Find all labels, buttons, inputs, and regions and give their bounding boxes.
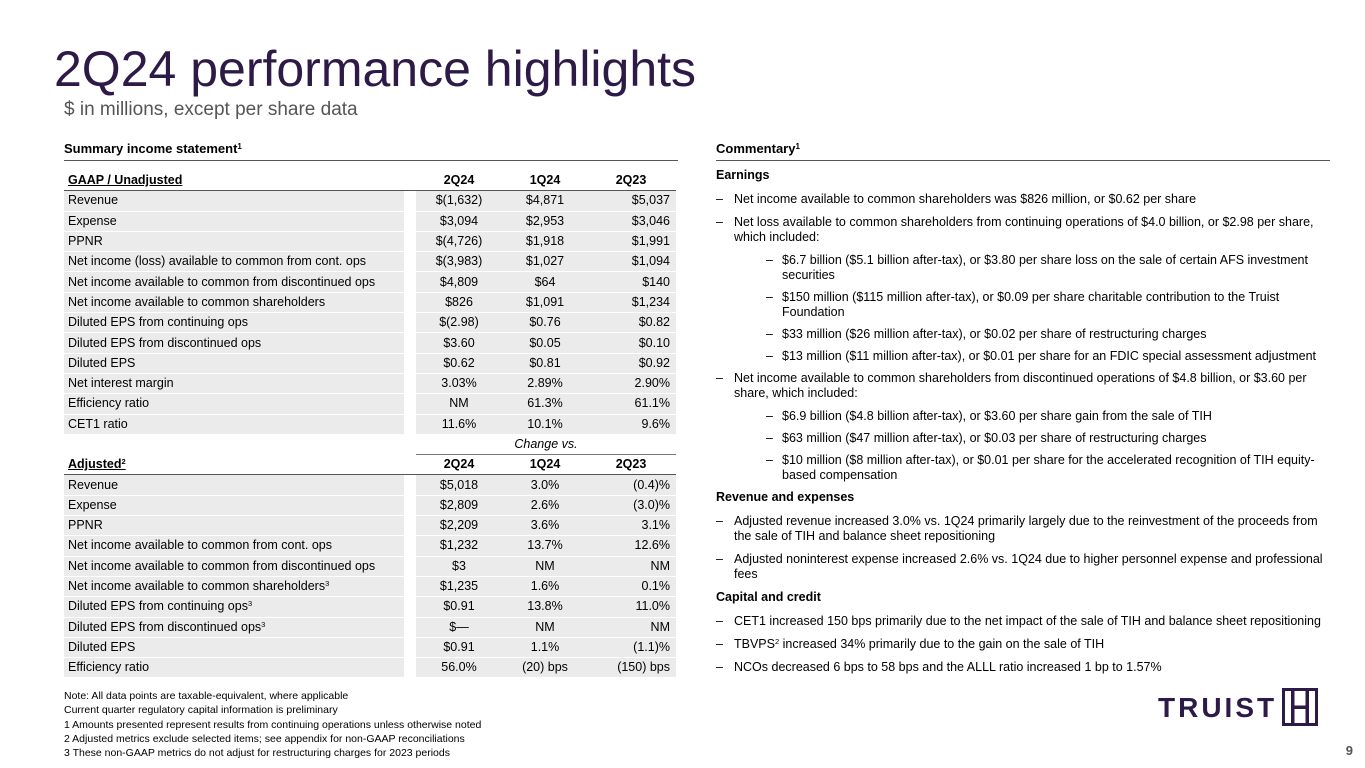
table-row: PPNR $(4,726) $1,918 $1,991 <box>64 231 676 253</box>
gaap-header-label: GAAP / Unadjusted <box>64 171 404 192</box>
table-row: Diluted EPS from discontinued ops3 $— NM NM <box>64 617 676 638</box>
table-row: Revenue $5,018 3.0% (0.4)% <box>64 474 676 496</box>
bullet: – Net income available to common sharehol… <box>716 371 1307 400</box>
sub-bullet: – $6.9 billion ($4.8 billion after-tax), … <box>766 409 1212 423</box>
footnote: 2 Adjusted metrics exclude selected item… <box>64 732 465 745</box>
earnings-heading: Earnings <box>716 168 770 182</box>
col-header-2q24: 2Q24 <box>416 171 502 192</box>
table-row: Efficiency ratio NM 61.3% 61.1% <box>64 393 676 415</box>
bullet: – Net loss available to common shareholde… <box>716 215 1314 244</box>
page-number: 9 <box>1345 743 1353 758</box>
table-row: Net income available to common from disc… <box>64 271 676 293</box>
logo-wordmark: TRUIST <box>1158 692 1278 723</box>
table-row: Net income available to common from disc… <box>64 556 676 577</box>
bullet: – Net income available to common sharehol… <box>716 192 1197 206</box>
footnote: 1 Amounts presented represent results fr… <box>64 718 482 731</box>
summary-income-table: GAAP / Unadjusted 2Q24 1Q24 2Q23 Revenue… <box>64 171 676 679</box>
table-row: Net income available to common sharehold… <box>64 576 676 598</box>
bullet: – TBVPS2 increased 34% primarily due to t… <box>716 637 1105 651</box>
footnotes: Note: All data points are taxable-equiva… <box>64 689 481 760</box>
bullet: – CET1 increased 150 bps primarily due to… <box>716 614 1321 628</box>
sub-bullet: – $6.7 billion ($5.1 billion after-tax), … <box>766 253 1308 282</box>
truist-mark-icon <box>1282 688 1318 726</box>
commentary-section: Earnings – Net income available to common… <box>716 168 1328 683</box>
sub-bullet: – $13 million ($11 million after-tax), or… <box>766 349 1317 363</box>
commentary-heading: Commentary1 <box>716 141 800 156</box>
footnote: Note: All data points are taxable-equiva… <box>64 690 349 702</box>
bullet: – Adjusted noninterest expense increased … <box>716 552 1323 581</box>
table-row: CET1 ratio 11.6% 10.1% 9.6% <box>64 414 676 435</box>
capital-heading: Capital and credit <box>716 590 821 604</box>
sub-bullet: – $63 million ($47 million after-tax), or… <box>766 431 1207 445</box>
change-vs-row: Change vs. <box>64 434 676 456</box>
col-header-1q24: 1Q24 <box>502 171 588 192</box>
table-row: Diluted EPS from continuing ops $(2.98) $0… <box>64 312 676 334</box>
col-header-2q23: 2Q23 <box>588 171 676 192</box>
footnote: 3 These non-GAAP metrics do not adjust f… <box>64 747 450 760</box>
table-row: Diluted EPS from continuing ops3 $0.91 13.… <box>64 596 676 618</box>
table-row: Expense $2,809 2.6% (3.0)% <box>64 495 676 517</box>
sub-bullet: – $150 million ($115 million after-tax), … <box>766 290 1280 319</box>
table-row: Diluted EPS $0.91 1.1% (1.1)% <box>64 637 676 659</box>
table-row: Expense $3,094 $2,953 $3,046 <box>64 211 676 232</box>
table-row: Revenue $(1,632) $4,871 $5,037 <box>64 190 676 212</box>
gaap-header-row: GAAP / Unadjusted 2Q24 1Q24 2Q23 <box>64 171 676 192</box>
bullet: – Adjusted revenue increased 3.0% vs. 1Q2… <box>716 514 1318 543</box>
adjusted-header-row: Adjusted2 2Q24 1Q24 2Q23 <box>64 454 676 476</box>
footnote: Current quarter regulatory capital infor… <box>64 704 338 717</box>
summary-rule <box>64 160 678 161</box>
page-title: 2Q24 performance highlights <box>54 41 697 97</box>
sub-bullet: – $10 million ($8 million after-tax), or … <box>766 453 1315 482</box>
table-row: Efficiency ratio 56.0% (20) bps (150) bps <box>64 657 676 679</box>
table-row: Diluted EPS from discontinued ops $3.60 $0… <box>64 332 676 354</box>
table-row: Net income available to common sharehold… <box>64 292 676 314</box>
summary-heading: Summary income statement1 <box>64 141 242 156</box>
truist-logo: TRUIST <box>1158 688 1320 728</box>
revenue-heading: Revenue and expenses <box>716 490 855 504</box>
commentary-rule <box>716 160 1330 161</box>
table-row: PPNR $2,209 3.6% 3.1% <box>64 515 676 537</box>
bullet: – NCOs decreased 6 bps to 58 bps and the … <box>716 660 1162 674</box>
table-row: Net interest margin 3.03% 2.89% 2.90% <box>64 373 676 395</box>
adjusted-header-label: Adjusted2 <box>64 454 404 476</box>
change-vs-label: Change vs. <box>416 434 676 456</box>
table-row: Net income available to common from cont… <box>64 535 676 557</box>
table-row: Net income (loss) available to common fr… <box>64 251 676 273</box>
page-subtitle: $ in millions, except per share data <box>64 99 358 120</box>
sub-bullet: – $33 million ($26 million after-tax), or… <box>766 327 1207 341</box>
table-row: Diluted EPS $0.62 $0.81 $0.92 <box>64 353 676 374</box>
